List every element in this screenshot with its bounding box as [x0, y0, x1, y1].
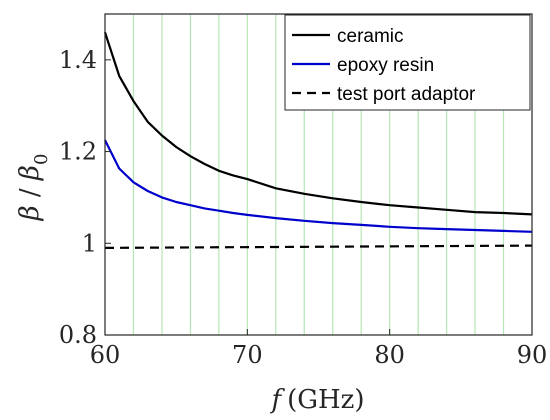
- x-axis-var: f: [269, 385, 285, 415]
- y-tick-label: 1: [82, 229, 97, 257]
- y-axis-slash: /: [15, 180, 45, 205]
- y-axis-label: β / β0: [15, 154, 52, 222]
- plot-lines: [103, 31, 533, 249]
- legend: ceramic epoxy resin test port adaptor: [284, 14, 531, 111]
- x-tick-label: 60: [90, 341, 121, 369]
- x-axis-unit: (GHz): [287, 385, 364, 415]
- x-tick-label: 70: [232, 341, 263, 369]
- x-tick-label: 80: [374, 341, 405, 369]
- axis-ticks: 60 70 80 90 0.8 1 1.2 1.4: [59, 46, 547, 369]
- series-line-1: [104, 139, 533, 233]
- legend-label-1: epoxy resin: [337, 55, 434, 76]
- x-tick-label: 90: [517, 341, 548, 369]
- x-axis-label: f (GHz): [269, 385, 364, 415]
- y-tick-label: 1.4: [59, 46, 97, 74]
- y-tick-label: 1.2: [59, 138, 97, 166]
- legend-box: [284, 14, 531, 111]
- y-axis-subscript: 0: [31, 154, 52, 165]
- plot-frame: [104, 13, 533, 336]
- legend-label-0: ceramic: [337, 26, 404, 47]
- legend-label-2: test port adaptor: [337, 84, 476, 105]
- series-line-2: [104, 244, 533, 249]
- series-line-0: [103, 31, 533, 216]
- y-tick-label: 0.8: [59, 321, 97, 349]
- y-axis-beta-ref: β: [15, 165, 45, 181]
- y-axis-beta: β: [15, 205, 45, 221]
